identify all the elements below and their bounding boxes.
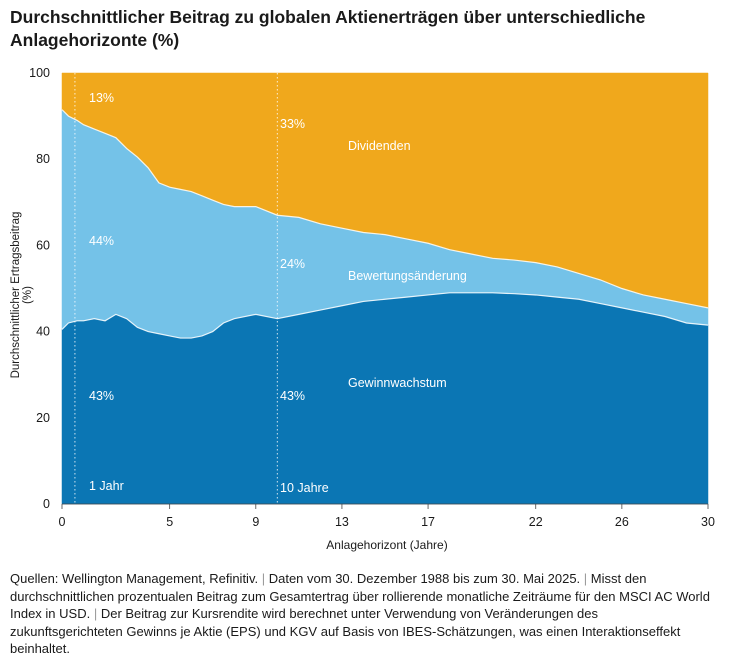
y-tick-label: 40 (36, 325, 50, 339)
percentage-label: 33% (280, 117, 305, 131)
footer-separator: | (261, 571, 269, 586)
footer-separator: | (583, 571, 591, 586)
x-tick-label: 17 (421, 515, 435, 529)
footer-source: Quellen: Wellington Management, Refiniti… (10, 571, 259, 586)
footer-calculation: Der Beitrag zur Kursrendite wird berechn… (10, 606, 681, 656)
percentage-label: 44% (89, 234, 114, 248)
x-tick-label: 22 (529, 515, 543, 529)
horizon-marker-label: 10 Jahre (280, 481, 329, 495)
chart-title: Durchschnittlicher Beitrag zu globalen A… (10, 7, 646, 50)
y-tick-label: 100 (29, 66, 50, 80)
x-tick-label: 0 (59, 515, 66, 529)
y-tick-label: 0 (43, 497, 50, 511)
x-tick-label: 9 (252, 515, 259, 529)
series-label: Dividenden (348, 139, 411, 153)
footer-separator: | (93, 606, 101, 621)
horizon-marker-label: 1 Jahr (89, 479, 124, 493)
stacked-area-chart: 1 Jahr 43% 44% 13% 10 Jahre 43% 24% 33% Gewinnwa… (29, 66, 715, 552)
percentage-label: 43% (280, 389, 305, 403)
y-tick-label: 60 (36, 238, 50, 252)
footer-notes: Quellen: Wellington Management, Refiniti… (10, 570, 710, 658)
x-tick-label: 30 (701, 515, 715, 529)
y-tick-label: 80 (36, 152, 50, 166)
footer-date-range: Daten vom 30. Dezember 1988 bis zum 30. … (268, 571, 581, 586)
x-tick-label: 13 (335, 515, 349, 529)
series-label: Gewinnwachstum (348, 376, 447, 390)
x-tick-label: 26 (615, 515, 629, 529)
y-tick-label: 20 (36, 411, 50, 425)
series-boundary-line (61, 109, 709, 309)
series-label: Bewertungsänderung (348, 269, 467, 283)
percentage-label: 43% (89, 389, 114, 403)
series-boundary-line (61, 292, 709, 339)
percentage-label: 13% (89, 91, 114, 105)
percentage-label: 24% (280, 257, 305, 271)
footer-method: Misst den durchschnittlichen prozentuale… (10, 571, 710, 621)
x-axis-label: Anlagehorizont (Jahre) (326, 538, 447, 552)
x-tick-label: 5 (166, 515, 173, 529)
